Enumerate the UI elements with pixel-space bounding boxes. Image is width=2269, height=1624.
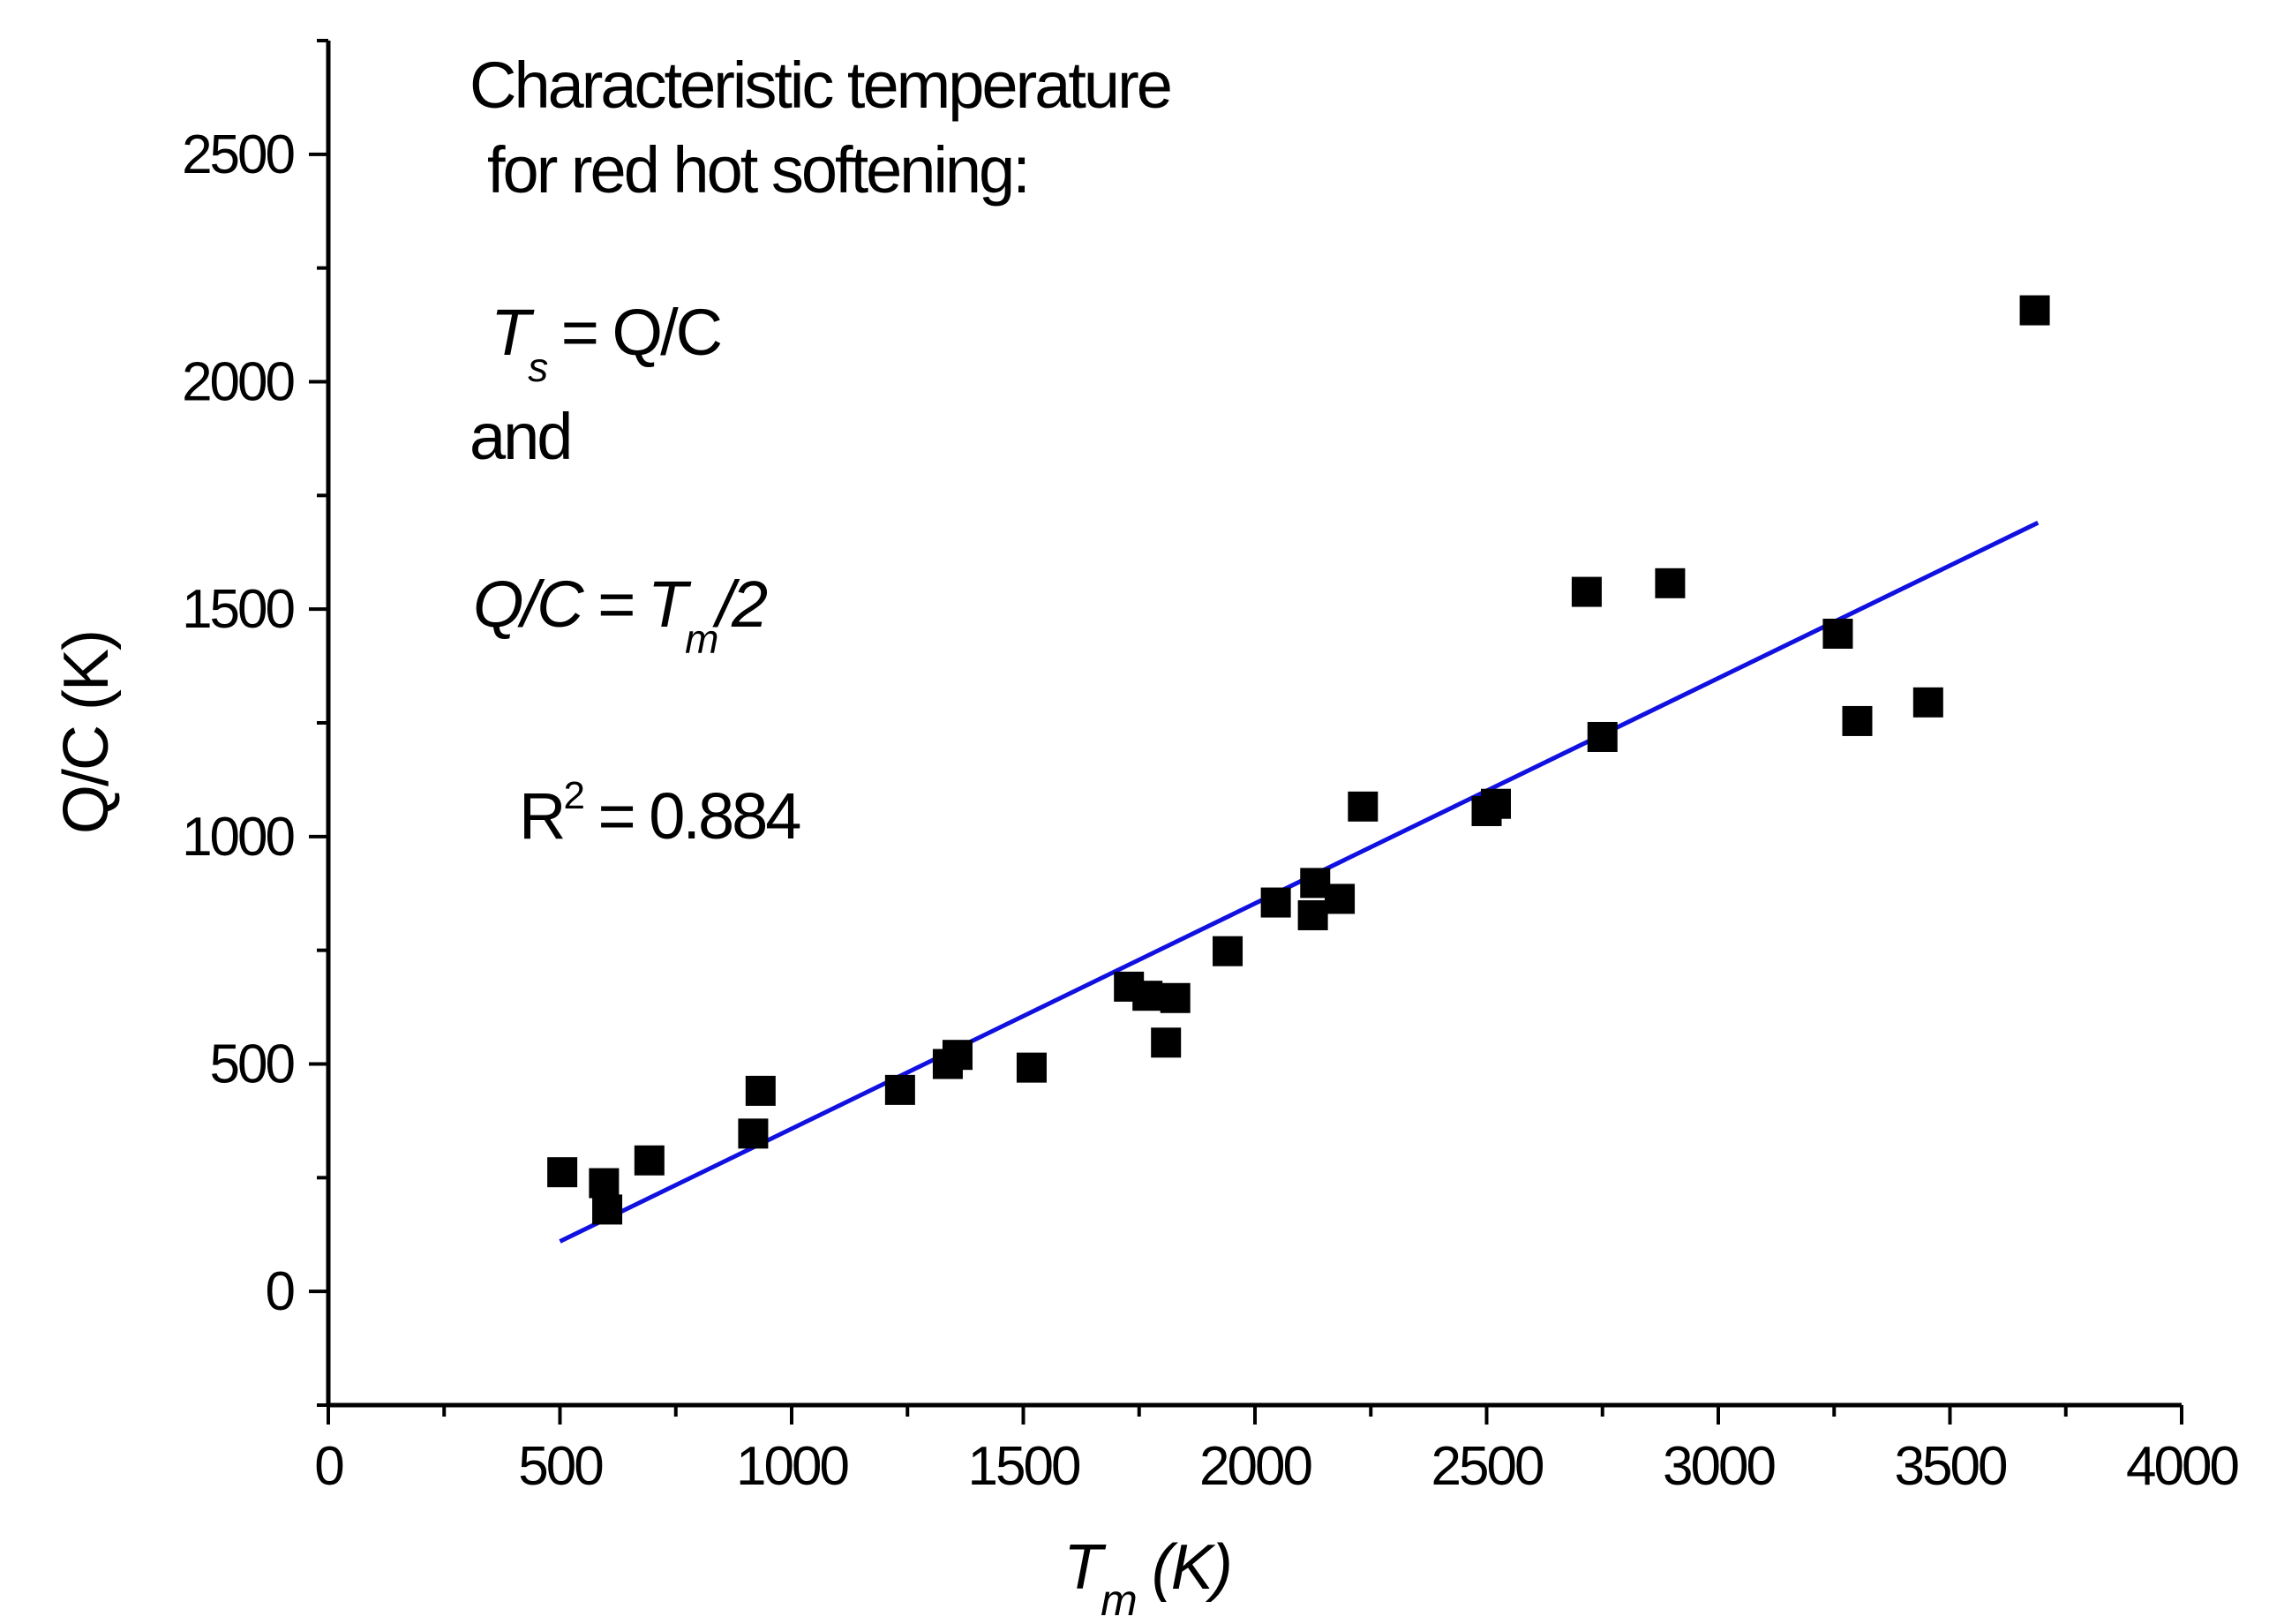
eq1-rest: = Q/C — [545, 296, 720, 369]
x-tick-label: 3000 — [1663, 1436, 1775, 1497]
y-tick-label: 2500 — [182, 124, 294, 185]
data-point — [1571, 576, 1602, 607]
x-axis-ticks: 0 500 1000 1500 2000 2500 3000 3500 4000 — [314, 1405, 2241, 1497]
x-tick-label: 2000 — [1199, 1436, 1311, 1497]
r2-r: R — [519, 779, 564, 853]
data-point — [1325, 883, 1356, 914]
y-tick-label: 1000 — [182, 807, 294, 868]
annotation-heading-line2: for red hot softening: — [487, 133, 1028, 207]
eq2-rest: /2 — [711, 568, 768, 641]
annotation-equation-ts: Ts = Q/C — [491, 296, 721, 390]
x-tick-label: 3500 — [1895, 1436, 2007, 1497]
data-point — [1912, 687, 1943, 718]
annotation-equation-qc: Q/C = Tm/2 — [473, 568, 768, 662]
annotation-heading-line1: Characteristic temperature — [470, 49, 1170, 122]
data-point — [1842, 705, 1873, 736]
annotation-r-squared: R2 = 0.884 — [519, 774, 800, 853]
x-tick-label: 1000 — [736, 1436, 848, 1497]
data-point — [1160, 982, 1191, 1013]
data-point — [1822, 618, 1853, 649]
x-tick-label: 1500 — [968, 1436, 1080, 1497]
data-point — [1297, 899, 1328, 930]
y-tick-label: 1500 — [182, 579, 294, 640]
data-points — [547, 295, 2050, 1225]
data-point — [1481, 788, 1511, 819]
eq2-lhs: Q/C = — [473, 568, 648, 641]
y-tick-label: 500 — [210, 1034, 295, 1095]
y-tick-label: 2000 — [182, 352, 294, 413]
x-axis-title-subscript: m — [1101, 1575, 1136, 1624]
data-point — [1151, 1027, 1182, 1058]
data-point — [1132, 981, 1163, 1011]
data-point — [738, 1118, 769, 1149]
data-point — [547, 1157, 578, 1188]
x-tick-label: 4000 — [2126, 1436, 2238, 1497]
r2-rest: = 0.884 — [582, 779, 800, 853]
x-tick-label: 500 — [518, 1436, 603, 1497]
data-point — [2019, 295, 2050, 326]
x-axis-title: Tm (K) — [1063, 1532, 1231, 1624]
eq2-subscript: m — [685, 616, 718, 662]
data-point — [1260, 887, 1291, 918]
x-tick-label: 2500 — [1431, 1436, 1544, 1497]
data-point — [745, 1075, 776, 1106]
x-tick-label: 0 — [314, 1436, 343, 1497]
data-point — [884, 1074, 915, 1105]
data-point — [1213, 936, 1243, 966]
fit-line — [559, 521, 2040, 1244]
data-point — [1016, 1052, 1047, 1083]
data-point — [1348, 791, 1379, 822]
annotation-and: and — [470, 400, 570, 473]
data-point — [942, 1040, 973, 1071]
fit-line-layer — [559, 521, 2040, 1244]
x-axis-title-rest: (K) — [1136, 1532, 1231, 1603]
y-tick-label: 0 — [266, 1261, 295, 1322]
data-point — [589, 1168, 620, 1199]
y-axis-title: Q/C (K) — [51, 631, 122, 834]
data-point — [1587, 721, 1618, 752]
data-point — [592, 1194, 623, 1225]
data-point — [1655, 568, 1686, 598]
data-point — [634, 1145, 665, 1176]
y-axis-ticks: 0 500 1000 1500 2000 2500 — [182, 39, 328, 1407]
r2-superscript: 2 — [563, 774, 583, 817]
